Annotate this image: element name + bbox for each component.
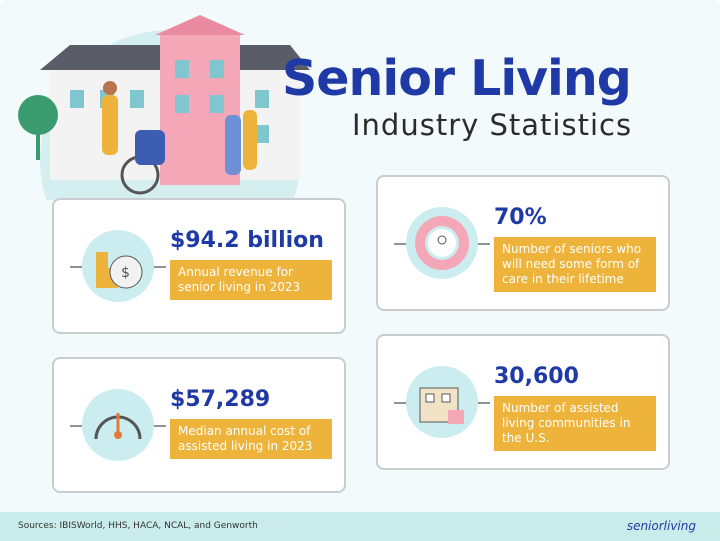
seniorliving-logo: seniorliving: [626, 519, 696, 533]
stat-description: Annual revenue for senior living in 2023: [170, 260, 332, 300]
page-title: Senior Living: [282, 50, 632, 107]
sources-text: Sources: IBISWorld, HHS, HACA, NCAL, and…: [18, 521, 258, 531]
stat-description: Number of assisted living communities in…: [494, 396, 656, 451]
footer: Sources: IBISWorld, HHS, HACA, NCAL, and…: [0, 512, 720, 541]
money-bag-coins-icon: $: [82, 230, 154, 302]
stat-description: Median annual cost of assisted living in…: [170, 419, 332, 459]
svg-text:$: $: [121, 265, 130, 281]
stat-value: $57,289: [170, 387, 271, 412]
stat-card-communities: 30,600 Number of assisted living communi…: [376, 334, 670, 470]
stat-description: Number of seniors who will need some for…: [494, 237, 656, 292]
stat-card-care: 70% Number of seniors who will need some…: [376, 175, 670, 311]
senior-living-building-illustration: [18, 15, 310, 200]
stat-value: 70%: [494, 205, 547, 230]
gauge-icon: [82, 389, 154, 461]
page-subtitle: Industry Statistics: [352, 108, 633, 142]
stat-card-revenue: $ $94.2 billion Annual revenue for senio…: [52, 198, 346, 334]
stat-value: 30,600: [494, 364, 579, 389]
stat-card-cost: $57,289 Median annual cost of assisted l…: [52, 357, 346, 493]
stat-value: $94.2 billion: [170, 228, 324, 253]
person-ring-icon: [406, 207, 478, 279]
building-icon: [406, 366, 478, 438]
